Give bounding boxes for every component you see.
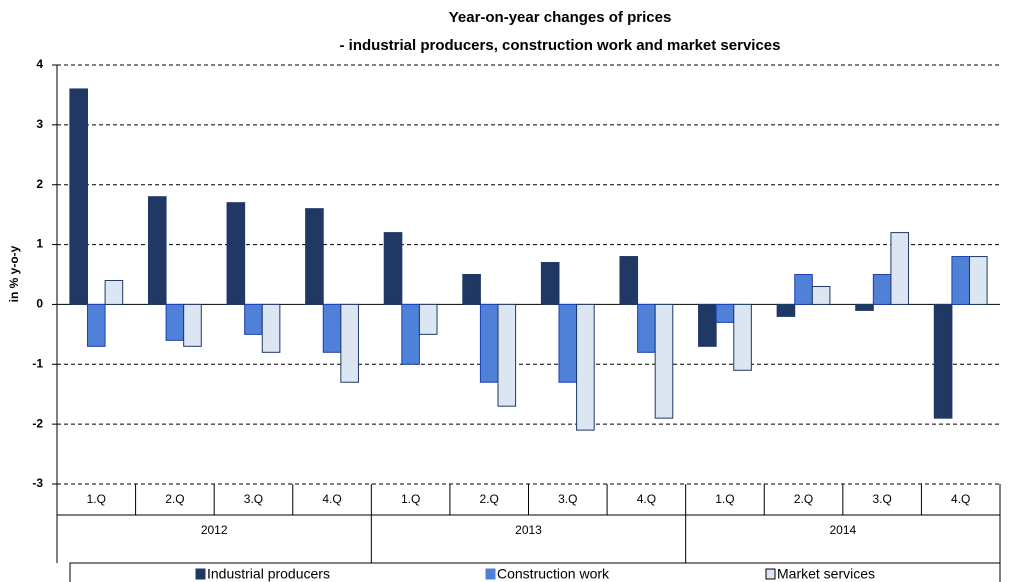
legend-swatch — [765, 568, 776, 580]
y-tick-label: 4 — [36, 57, 43, 71]
bar — [733, 303, 752, 371]
bar — [401, 303, 420, 365]
x-tick-label: 4.Q — [637, 492, 656, 506]
chart-subtitle: - industrial producers, construction wor… — [340, 37, 781, 54]
bar — [305, 208, 324, 305]
x-tick-label: 2.Q — [480, 492, 499, 506]
bar — [855, 303, 874, 311]
bar — [462, 274, 481, 305]
bar — [147, 196, 167, 305]
legend-label: Market services — [777, 566, 875, 582]
bar — [226, 202, 246, 305]
group-label: 2012 — [201, 523, 228, 537]
bar — [418, 303, 438, 335]
bar — [933, 303, 953, 419]
bar — [165, 303, 185, 341]
bar — [969, 256, 988, 305]
legend-label: Construction work — [497, 566, 610, 582]
bar — [86, 303, 106, 347]
bar — [811, 285, 831, 305]
bar — [698, 303, 717, 347]
x-tick-label: 3.Q — [244, 492, 263, 506]
chart-title: Year-on-year changes of prices — [449, 9, 672, 26]
y-axis-label: in % y-o-y — [7, 245, 21, 302]
y-tick-label: 1 — [36, 237, 43, 251]
bar — [576, 303, 595, 431]
x-tick-label: 2.Q — [794, 492, 813, 506]
x-tick-label: 1.Q — [715, 492, 734, 506]
legend-swatch — [195, 568, 206, 580]
legend-swatch — [485, 568, 496, 580]
x-tick-label: 4.Q — [951, 492, 970, 506]
bar — [479, 303, 499, 383]
bar — [951, 256, 971, 305]
y-tick-label: 2 — [36, 177, 43, 191]
bar — [261, 303, 281, 353]
x-tick-label: 1.Q — [87, 492, 106, 506]
bar — [540, 262, 560, 305]
y-tick-label: 0 — [36, 297, 43, 311]
bar — [558, 303, 578, 383]
group-label: 2014 — [829, 523, 856, 537]
bar — [794, 274, 813, 305]
bar — [619, 256, 639, 305]
bar — [715, 303, 735, 323]
bar — [383, 232, 403, 305]
bar — [637, 303, 656, 353]
bar — [340, 303, 359, 383]
y-tick-label: -3 — [32, 476, 43, 490]
y-tick-label: -2 — [32, 416, 43, 430]
bar — [776, 303, 796, 317]
x-tick-label: 4.Q — [322, 492, 341, 506]
y-tick-label: 3 — [36, 117, 43, 131]
bar — [244, 303, 263, 335]
bar — [654, 303, 674, 419]
bar — [890, 232, 910, 305]
x-tick-label: 1.Q — [401, 492, 420, 506]
bar — [104, 279, 124, 305]
bar — [69, 88, 88, 305]
group-label: 2013 — [515, 523, 542, 537]
y-tick-label: -1 — [32, 356, 43, 370]
x-tick-label: 2.Q — [165, 492, 184, 506]
x-tick-label: 3.Q — [872, 492, 891, 506]
legend-label: Industrial producers — [207, 566, 330, 582]
bar — [872, 274, 892, 305]
bar — [497, 303, 517, 407]
bar — [183, 303, 202, 347]
legend-box — [69, 562, 1001, 582]
bar — [322, 303, 342, 353]
x-tick-label: 3.Q — [558, 492, 577, 506]
